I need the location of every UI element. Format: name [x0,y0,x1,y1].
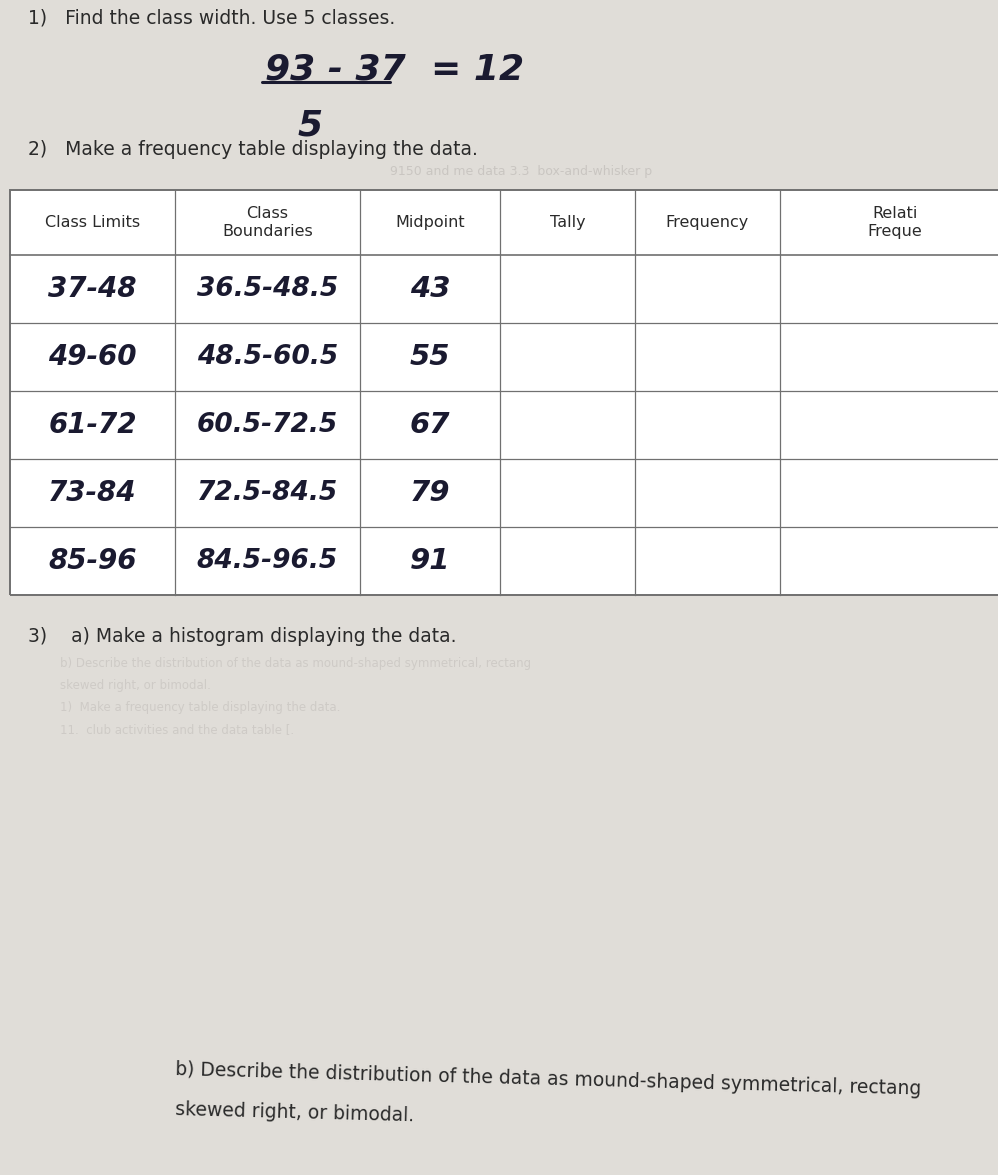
Text: 3)    a) Make a histogram displaying the data.: 3) a) Make a histogram displaying the da… [28,627,456,646]
Text: 61-72: 61-72 [48,411,137,439]
Text: 73-84: 73-84 [48,479,137,506]
Bar [10,190,998,595]
Text: Midpoint: Midpoint [395,215,465,230]
Text: 85-96: 85-96 [48,548,137,575]
Text: b) Describe the distribution of the data as mound-shaped symmetrical, rectang: b) Describe the distribution of the data… [175,1060,921,1099]
Text: 5: 5 [297,108,322,142]
Text: 84.5-96.5: 84.5-96.5 [197,548,338,575]
Text: skewed right, or bimodal.: skewed right, or bimodal. [175,1100,414,1126]
Bar [10,190,998,595]
Text: 93 - 37  = 12: 93 - 37 = 12 [265,52,524,86]
Text: Relati
Freque: Relati Freque [867,207,922,239]
Text: 48.5-60.5: 48.5-60.5 [197,344,338,370]
Text: Frequency: Frequency [666,215,749,230]
Text: 60.5-72.5: 60.5-72.5 [197,412,338,438]
Text: 36.5-48.5: 36.5-48.5 [197,276,338,302]
Text: 91: 91 [410,548,450,575]
Text: 1)   Find the class width. Use 5 classes.: 1) Find the class width. Use 5 classes. [28,8,395,27]
Text: 79: 79 [410,479,450,506]
Text: 1)  Make a frequency table displaying the data.: 1) Make a frequency table displaying the… [60,701,340,714]
Text: 72.5-84.5: 72.5-84.5 [197,481,338,506]
Text: b) Describe the distribution of the data as mound-shaped symmetrical, rectang: b) Describe the distribution of the data… [60,657,531,670]
Text: 43: 43 [410,275,450,303]
Text: Tally: Tally [550,215,585,230]
Text: 49-60: 49-60 [48,343,137,371]
Text: 9150 and me data 3.3  box-and-whisker p: 9150 and me data 3.3 box-and-whisker p [390,165,652,177]
Text: 37-48: 37-48 [48,275,137,303]
Text: Class Limits: Class Limits [45,215,140,230]
Text: 67: 67 [410,411,450,439]
Text: 55: 55 [410,343,450,371]
Text: skewed right, or bimodal.: skewed right, or bimodal. [60,679,211,692]
Text: 11.  club activities and the data table [.: 11. club activities and the data table [… [60,723,294,736]
Text: Class
Boundaries: Class Boundaries [223,207,313,239]
Text: 2)   Make a frequency table displaying the data.: 2) Make a frequency table displaying the… [28,140,478,159]
